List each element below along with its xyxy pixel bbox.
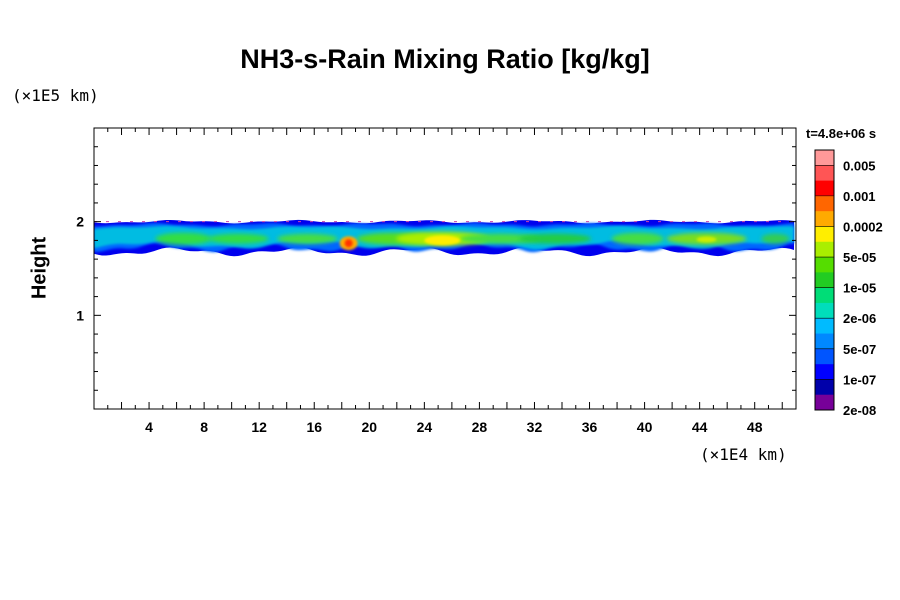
colorbar-swatch-1 [815,165,834,181]
x-axis-unit-label: (×1E4 km) [700,445,787,464]
colorbar-swatch-5 [815,226,834,243]
colorbar-label-2: 0.0002 [843,219,883,234]
colorbar-swatch-9 [815,287,834,304]
colorbar-swatch-0 [815,150,834,166]
colorbar-label-0: 0.005 [843,158,876,173]
time-label: t=4.8e+06 s [806,126,877,141]
colorbar-swatch-6 [815,241,834,258]
colorbar-swatch-12 [815,333,834,350]
field-blob-1 [208,233,269,244]
field-blob-7 [611,232,664,245]
x-axis: 4 8 12 16 20 24 28 32 36 40 44 48 [107,128,783,435]
colorbar-swatch-7 [815,257,834,273]
x-tick-label-6: 28 [472,419,488,435]
colorbar-swatch-10 [815,302,834,319]
colorbar-label-1: 0.001 [843,189,876,204]
x-tick-label-7: 32 [527,419,543,435]
colorbar-label-6: 5e-07 [843,342,876,357]
x-tick-label-2: 12 [251,419,267,435]
x-tick-label-8: 36 [582,419,598,435]
x-tick-label-10: 44 [692,419,708,435]
colorbar-swatch-13 [815,348,834,365]
colorbar-label-5: 2e-06 [843,311,876,326]
colorbar-swatch-14 [815,364,834,380]
x-tick-label-9: 40 [637,419,653,435]
plot-frame [93,127,797,410]
colorbar: 0.005 0.001 0.0002 5e-05 1e-05 2e-06 5e-07 1e-0… [814,149,883,418]
field-blob-5 [460,233,541,244]
x-tick-label-0: 4 [145,419,153,435]
colorbar-swatch-11 [815,318,834,334]
colorbar-label-7: 1e-07 [843,372,876,387]
mixing-ratio-field [94,219,796,257]
colorbar-label-8: 2e-08 [843,403,876,418]
field-core-4 [344,239,353,248]
colorbar-swatch-15 [815,379,834,396]
field-blob-6 [519,233,592,244]
field-core-1 [424,235,461,246]
y-axis-unit-label: (×1E5 km) [12,86,99,105]
field-blob-9 [761,233,790,244]
x-tick-label-4: 20 [362,419,378,435]
field-core-2 [696,236,717,243]
field-blob-0 [155,232,212,245]
field-blob-2 [277,233,338,244]
x-tick-label-3: 16 [306,419,322,435]
x-tick-label-11: 48 [747,419,763,435]
colorbar-swatch-16 [815,394,834,411]
chart-title: NH3-s-Rain Mixing Ratio [kg/kg] [240,44,650,74]
colorbar-label-4: 1e-05 [843,281,876,296]
colorbar-swatch-2 [815,180,834,197]
y-tick-label-0: 1 [76,307,84,323]
x-tick-label-1: 8 [200,419,208,435]
x-tick-label-5: 24 [417,419,433,435]
colorbar-swatch-3 [815,195,834,212]
colorbar-swatch-4 [815,211,834,227]
y-axis: 12 [76,146,796,391]
colorbar-label-3: 5e-05 [843,250,876,265]
colorbar-swatch-8 [815,272,834,288]
y-tick-label-1: 2 [76,214,84,230]
